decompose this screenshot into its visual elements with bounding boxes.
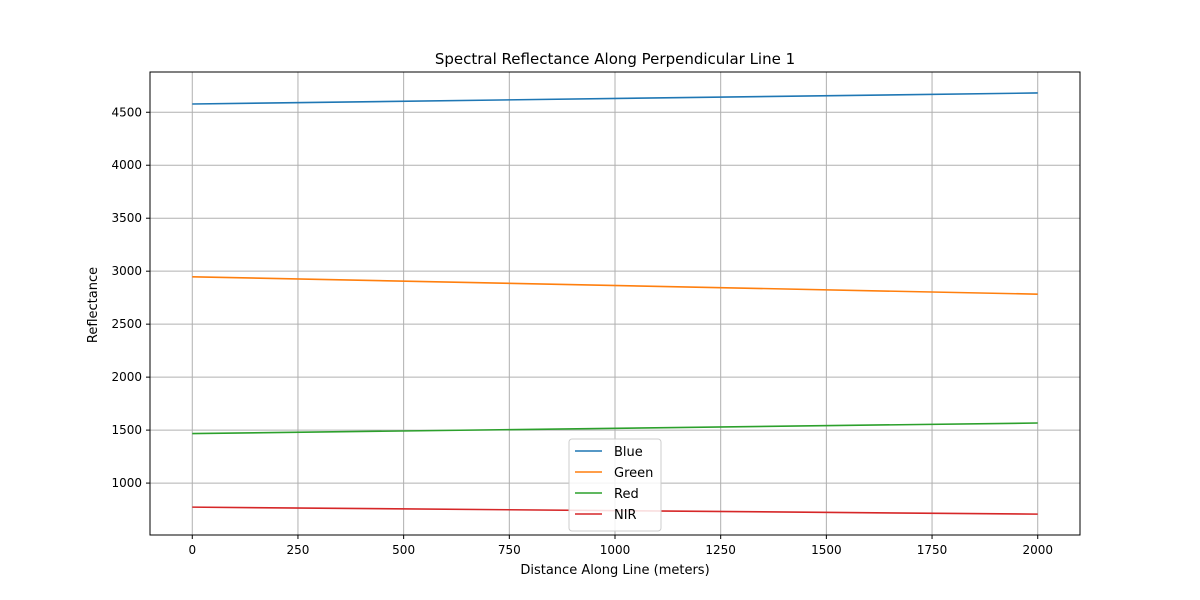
legend-label-green: Green [614, 466, 653, 481]
x-tick-label: 1500 [811, 543, 842, 557]
x-axis-label: Distance Along Line (meters) [520, 563, 709, 578]
x-tick-label: 250 [287, 543, 310, 557]
x-tick-label: 750 [498, 543, 521, 557]
legend-label-blue: Blue [614, 445, 643, 460]
series-line-green [192, 276, 1038, 295]
chart-title: Spectral Reflectance Along Perpendicular… [435, 50, 795, 68]
y-tick-label: 1000 [111, 476, 142, 490]
x-tick-label: 1000 [600, 543, 631, 557]
y-tick-label: 4000 [111, 158, 142, 172]
x-tick-label: 2000 [1022, 543, 1053, 557]
legend-box [568, 438, 662, 532]
legend: Blue Green Red NIR [568, 438, 662, 532]
legend-label-red: Red [614, 487, 639, 502]
y-tick-label: 4500 [111, 105, 142, 119]
x-tick-label: 1250 [705, 543, 736, 557]
y-tick-label: 2500 [111, 317, 142, 331]
series-line-red [192, 422, 1038, 435]
x-tick-label: 0 [188, 543, 196, 557]
y-axis-label: Reflectance [86, 267, 101, 343]
y-tick-label: 3000 [111, 264, 142, 278]
x-tick-label: 500 [392, 543, 415, 557]
series-line-blue [192, 92, 1038, 105]
y-tick-label: 3500 [111, 211, 142, 225]
y-tick-label: 1500 [111, 423, 142, 437]
legend-label-nir: NIR [614, 508, 637, 523]
y-tick-label: 2000 [111, 370, 142, 384]
axis-ticks: 0 250 500 750 1000 1250 1500 1750 2000 1000 1500 20… [111, 105, 1053, 557]
x-tick-label: 1750 [917, 543, 948, 557]
